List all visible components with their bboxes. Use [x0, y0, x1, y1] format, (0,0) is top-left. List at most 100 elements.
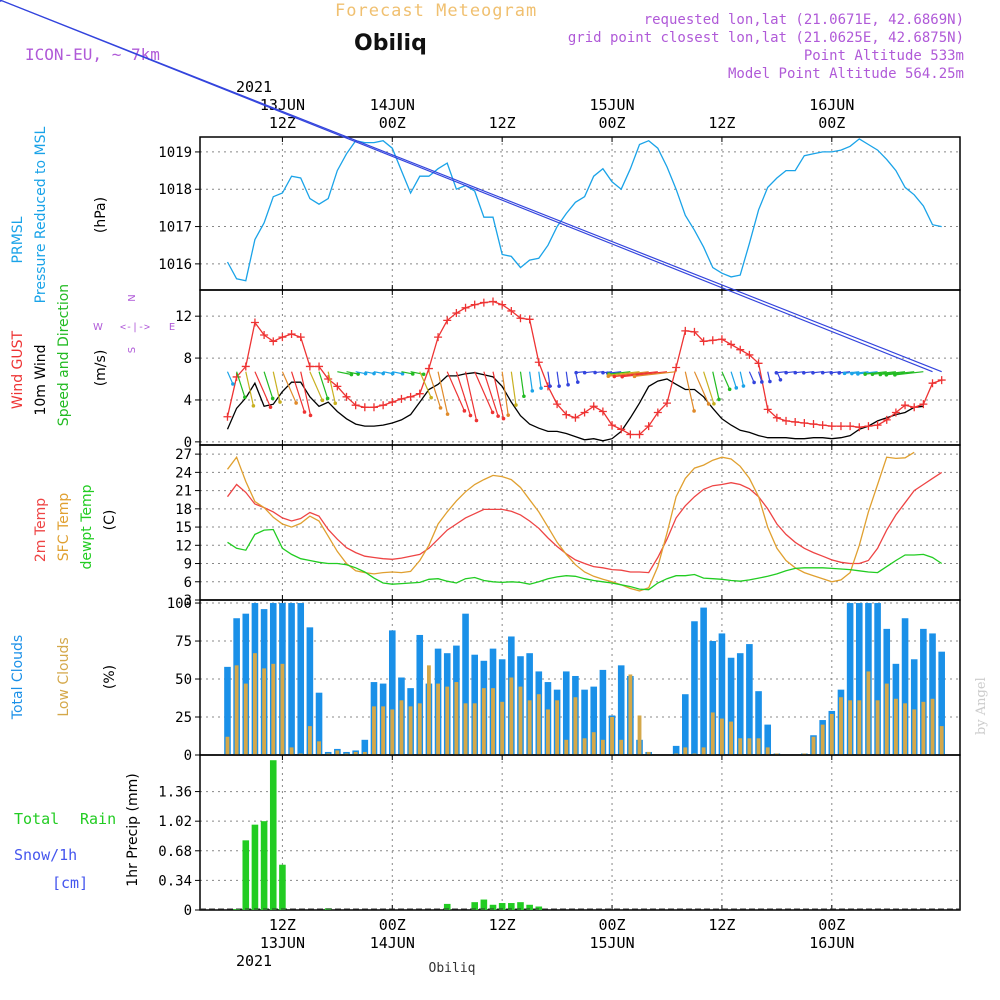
low-cloud-bar: [619, 739, 624, 755]
low-cloud-bar: [372, 706, 376, 755]
rain-bar: [443, 903, 451, 910]
gust-marker: [919, 400, 928, 409]
compass-icon: N S W E <-|->: [93, 294, 175, 353]
gust-marker: [351, 401, 360, 410]
y-tick-label: 1016: [158, 257, 192, 273]
wind-arrow-head: [421, 372, 426, 377]
low-cloud-bar: [546, 709, 550, 755]
dewpt-line: [227, 528, 943, 591]
low-cloud-bar: [436, 683, 440, 755]
low-cloud-bar: [747, 738, 752, 755]
wind-arrow-head: [878, 372, 883, 377]
total-cloud-bar: [581, 689, 588, 755]
credit-text: by Angel: [974, 677, 989, 735]
total-cloud-bar: [709, 641, 717, 755]
total-cloud-bar: [343, 751, 350, 755]
cloud-unit: (%): [102, 665, 118, 689]
wind-direction-arrow: [226, 371, 234, 385]
low-cloud-bar: [417, 703, 422, 755]
wind-direction-arrow: [865, 371, 887, 375]
wind-arrow-head: [863, 372, 867, 376]
total-cloud-bar: [736, 653, 744, 755]
low-cloud-bar: [875, 700, 880, 755]
wind-arrow-head: [774, 370, 779, 375]
wind-direction-arrow: [529, 371, 533, 391]
wind-direction-arrow: [857, 371, 878, 375]
low-cloud-bar: [500, 701, 505, 755]
total-cloud-bar: [599, 669, 607, 755]
wind-arrow-head: [601, 370, 605, 375]
low-cloud-label: Low Clouds: [56, 637, 72, 716]
total-cloud-bar: [920, 628, 927, 755]
wind-arrow-head: [278, 400, 282, 404]
y-tick-label: 1.02: [158, 814, 192, 830]
total-cloud-bar: [901, 618, 909, 755]
gust-marker: [434, 333, 443, 342]
low-cloud-bar: [298, 753, 303, 755]
pressure-label-1: PRMSL: [10, 216, 26, 263]
wind-direction-arrow: [0, 0, 942, 373]
low-cloud-bar: [307, 726, 312, 755]
wind-arrow-head: [268, 405, 273, 409]
gridpoint-coords: grid point closest lon,lat (21.0625E, 42…: [568, 30, 964, 46]
bottom-date-label: 15JUN: [589, 934, 634, 952]
wind-arrow-head: [734, 386, 739, 390]
gust-marker: [397, 394, 406, 403]
total-cloud-bar: [562, 671, 570, 755]
panel-frame: [199, 136, 961, 291]
y-tick-label: 0.68: [158, 844, 192, 860]
rain-bar: [480, 899, 488, 910]
low-cloud-bar: [701, 747, 706, 755]
wind-arrow-head: [837, 371, 841, 375]
low-cloud-bar: [564, 739, 569, 755]
wind-direction-arrow: [880, 371, 906, 376]
gust-marker: [928, 379, 937, 388]
direction-label: Speed and Direction: [56, 284, 72, 426]
wind-arrow-head: [870, 372, 875, 377]
y-tick-label: 12: [175, 309, 192, 325]
compass-east: E: [169, 322, 175, 333]
gust-marker: [369, 403, 378, 412]
total-cloud-bar: [700, 607, 707, 755]
gust-marker: [342, 392, 351, 401]
rain-bar: [508, 903, 515, 910]
wind-direction-arrow: [401, 371, 413, 375]
compass-north: N: [127, 294, 138, 301]
bottom-hour-label: 12Z: [489, 916, 516, 934]
wind-arrow-head: [842, 371, 847, 376]
snow-label: Snow/1h: [14, 846, 77, 864]
low-cloud-bar: [848, 700, 853, 755]
wind-direction-arrow: [300, 371, 312, 416]
wind-arrow-head: [606, 374, 611, 378]
wind-direction-arrow: [474, 371, 494, 413]
wind-arrow-head: [620, 374, 625, 379]
gust-marker: [333, 382, 342, 391]
wind-arrow-head: [706, 402, 711, 406]
wind-direction-arrow: [236, 371, 246, 398]
gust-marker: [534, 358, 543, 367]
gust-marker: [296, 333, 305, 342]
wind-arrow-head: [850, 371, 854, 376]
panel-labels: PRMSL Pressure Reduced to MSL (hPa) Wind…: [10, 126, 175, 892]
y-tick-label: 18: [175, 502, 192, 518]
wind-direction-arrow: [519, 371, 525, 397]
rain-bar: [526, 904, 533, 910]
rain-bar: [279, 864, 286, 910]
wind-arrow-head: [582, 370, 587, 375]
gust-marker: [846, 422, 855, 431]
wind-unit: (m/s): [93, 350, 109, 387]
wind-direction-arrow: [634, 371, 677, 377]
gust-marker: [388, 398, 397, 407]
gust-marker: [699, 337, 708, 346]
y-tick-label: 21: [175, 484, 192, 500]
wind-arrow-head: [778, 378, 783, 382]
low-cloud-bar: [353, 751, 358, 755]
temperature-panel: 3 6 9 12 15 18 21 24 27: [175, 444, 961, 609]
top-date-label: 14JUN: [370, 96, 415, 114]
low-cloud-bar: [692, 753, 697, 755]
wind-arrow-head: [429, 395, 433, 400]
gust-marker: [250, 318, 259, 327]
wind-arrow-head: [514, 403, 518, 407]
y-tick-label: 8: [184, 351, 192, 367]
gust-marker: [260, 331, 269, 340]
